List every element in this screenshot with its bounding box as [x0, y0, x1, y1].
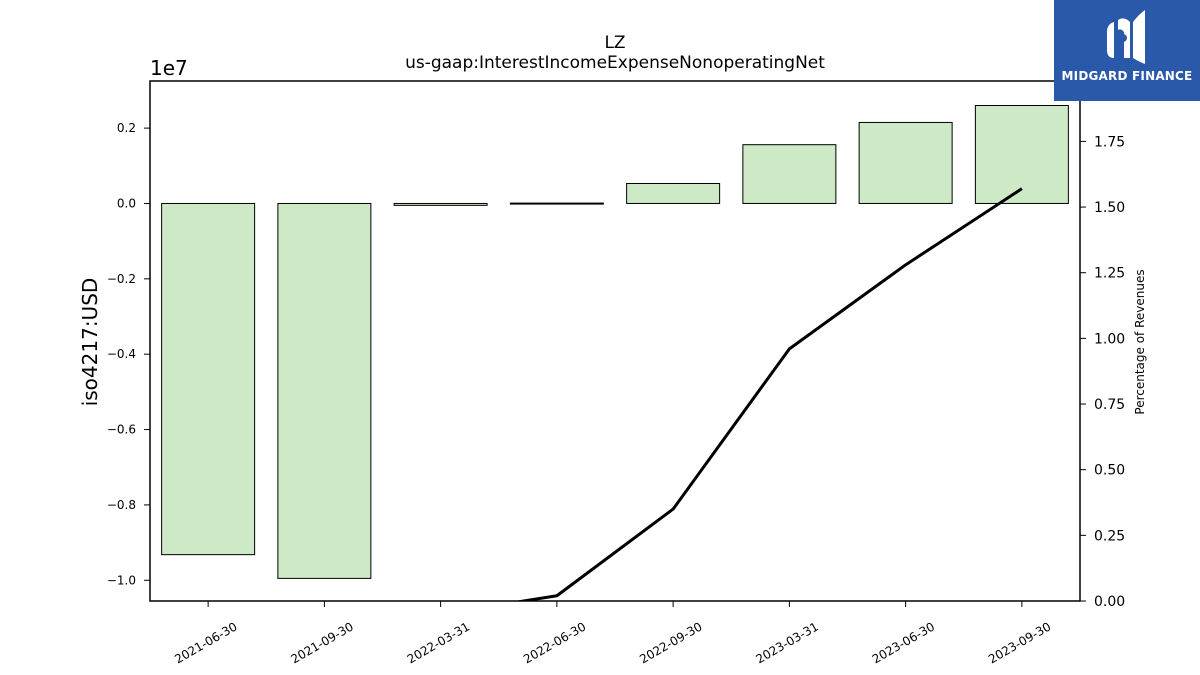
y2-tick-label: 0.00 [1094, 594, 1125, 610]
bar [509, 202, 604, 205]
bar [161, 202, 256, 556]
y-tick-label: −1.0 [107, 573, 136, 587]
y2-tick-label: 0.50 [1094, 463, 1125, 479]
y-offset-text: 1e7 [150, 56, 188, 80]
y-tick-label: −0.2 [107, 272, 136, 286]
x-tick-label: 2022-06-30 [521, 619, 588, 666]
y2-tick-label: 1.75 [1094, 134, 1125, 150]
y-axis-label: iso4217:USD [78, 278, 102, 407]
bar [974, 104, 1069, 204]
y2-tick-label: 0.75 [1094, 397, 1125, 413]
y2-tick-label: 1.25 [1094, 266, 1125, 282]
y2-tick-label: 1.50 [1094, 200, 1125, 216]
y2-axis-label: Percentage of Revenues [1133, 269, 1147, 414]
y2-tick-label: 0.25 [1094, 528, 1125, 544]
plot-frame [149, 80, 1081, 602]
x-tick-label: 2022-03-31 [405, 619, 472, 666]
x-tick-label: 2021-09-30 [288, 619, 355, 666]
bar [277, 202, 372, 579]
y-tick-label: 0.2 [117, 121, 136, 135]
bar [858, 121, 953, 204]
chart-title: LZ [604, 33, 625, 53]
x-tick-label: 2023-09-30 [986, 619, 1053, 666]
x-tick-label: 2021-06-30 [172, 619, 239, 666]
bar [742, 144, 837, 204]
chart-subtitle: us-gaap:InterestIncomeExpenseNonoperatin… [405, 53, 825, 73]
bars-layer [161, 104, 1069, 579]
series-line [514, 187, 1023, 601]
y-tick-label: −0.8 [107, 498, 136, 512]
y-tick-label: −0.4 [107, 347, 136, 361]
x-tick-label: 2023-03-31 [753, 619, 820, 666]
y2-tick-label: 1.00 [1094, 331, 1125, 347]
logo-text: MIDGARD FINANCE [1061, 69, 1193, 83]
line-layer [514, 187, 1023, 601]
axes-layer: −1.0 −0.8 −0.6 −0.4 −0.2 0.0 0.2 0.00 0.25 0.50 0.… [107, 80, 1125, 666]
bar [393, 202, 488, 206]
y-tick-label: 0.0 [117, 196, 136, 210]
y-tick-label: −0.6 [107, 423, 136, 437]
x-tick-label: 2023-06-30 [870, 619, 937, 666]
logo-mark-icon [1107, 10, 1145, 64]
bar [626, 182, 721, 204]
midgard-finance-logo: MIDGARD FINANCE [1054, 0, 1200, 101]
x-tick-label: 2022-09-30 [637, 619, 704, 666]
